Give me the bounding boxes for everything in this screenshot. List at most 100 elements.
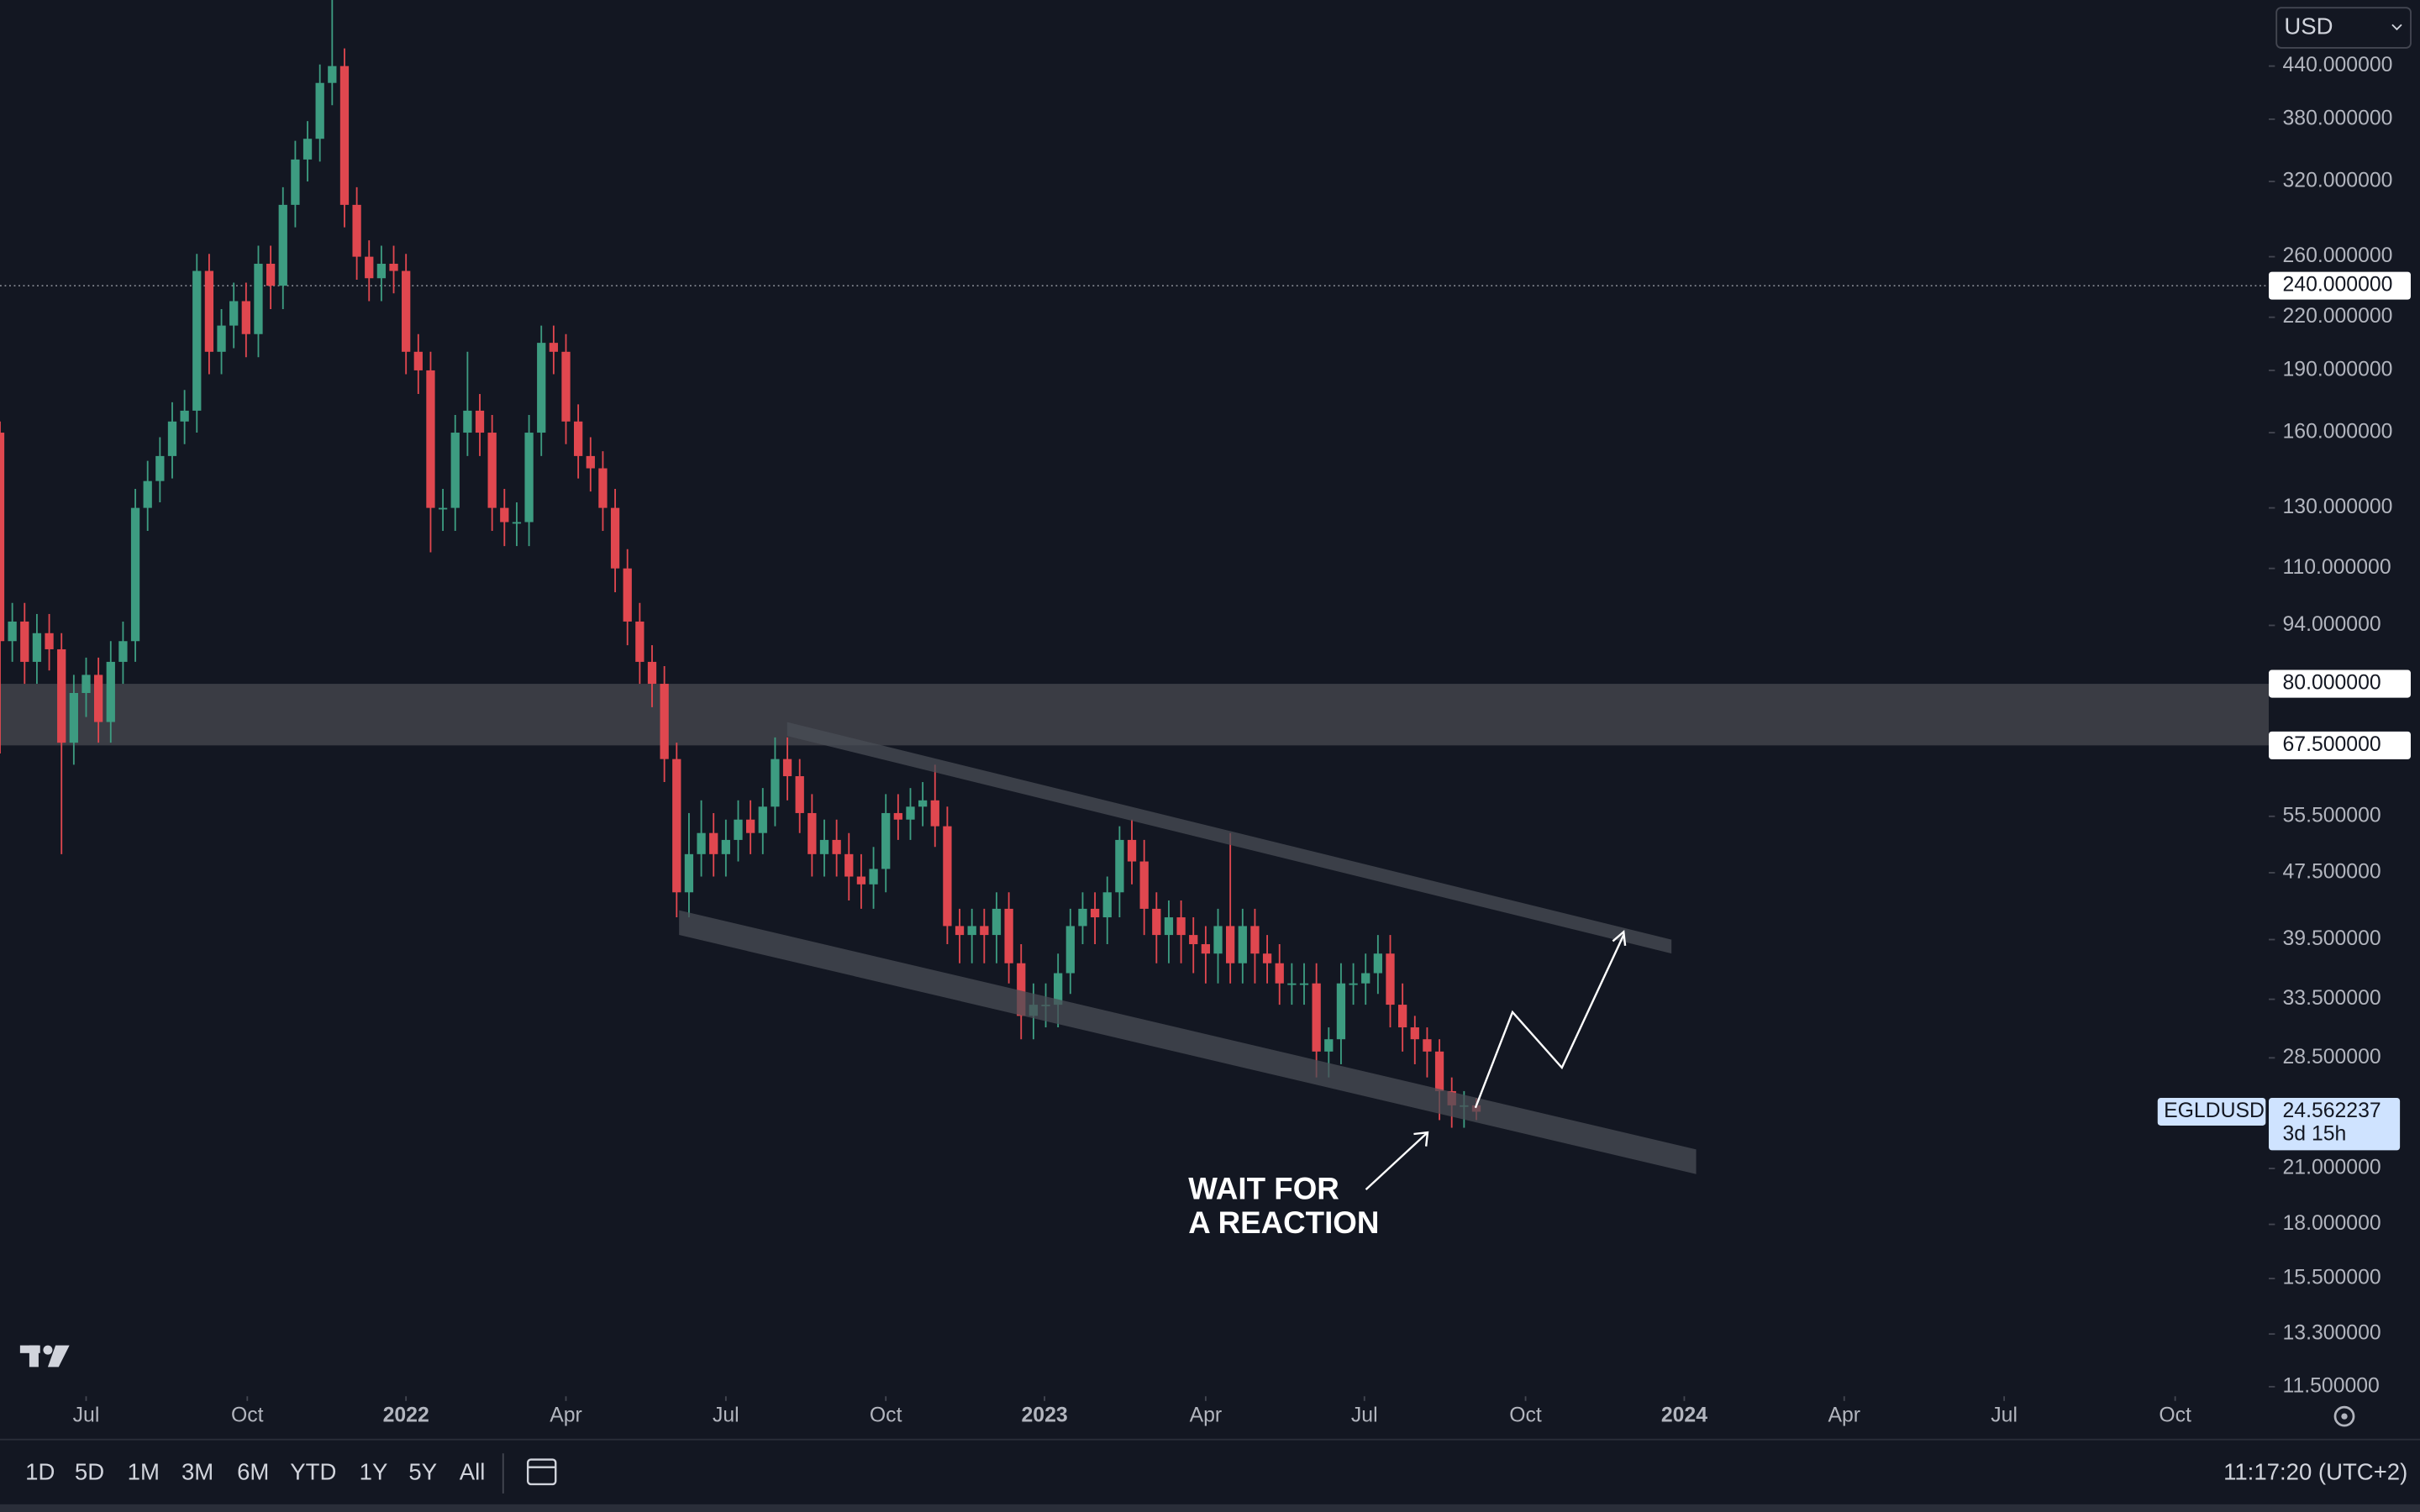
candle-body (426, 370, 435, 508)
candle-body (1336, 983, 1346, 1040)
y-tick-label: 28.500000 (2283, 1046, 2381, 1068)
date-range-icon[interactable] (526, 1458, 557, 1486)
x-tick-label: Apr (1190, 1404, 1223, 1427)
candle-body (376, 263, 387, 279)
logo-part (29, 1345, 39, 1368)
candle-body (438, 507, 448, 510)
candle-body (413, 351, 423, 370)
candle-body (819, 839, 829, 854)
price-line-label-box (2269, 271, 2411, 300)
candle-body (143, 480, 152, 508)
dropdown-caret (2391, 24, 2402, 31)
candle-body (1164, 917, 1174, 936)
candle-body (389, 263, 398, 271)
zone-bottom-label: 67.500000 (2283, 733, 2381, 756)
y-tick-label: 130.000000 (2283, 496, 2393, 518)
x-tick-label: 2022 (383, 1404, 429, 1427)
candle-body (167, 421, 177, 456)
last-price-box (2269, 1097, 2401, 1151)
symbol-label: EGLDUSD (2164, 1100, 2265, 1122)
candle-body (0, 433, 5, 642)
annotation-line: A REACTION (1188, 1205, 1379, 1240)
settings-icon-center (2341, 1413, 2348, 1420)
y-tick-label: 220.000000 (2283, 305, 2393, 328)
y-tick-label: 55.500000 (2283, 804, 2381, 827)
candle-body (574, 421, 583, 456)
candle-body (1004, 908, 1013, 963)
candle-body (1115, 839, 1124, 893)
range-button[interactable]: 3M (182, 1458, 213, 1484)
range-button[interactable]: 5D (75, 1458, 104, 1484)
annotation-line: WAIT FOR (1188, 1172, 1339, 1206)
candle-body (155, 455, 165, 481)
candle-body (1361, 973, 1370, 984)
y-tick-label: 160.000000 (2283, 421, 2393, 444)
candle-body (1213, 926, 1223, 954)
y-tick-label: 11.500000 (2283, 1374, 2380, 1397)
toolbar: 1D 5D 1M 3M 6M YTD 1Y 5Y All (25, 1458, 485, 1484)
currency[interactable]: USD (2284, 13, 2333, 39)
logo-part (43, 1345, 53, 1355)
candle-body (1139, 861, 1149, 909)
range-button[interactable]: 1M (128, 1458, 160, 1484)
x-tick-label: 2024 (1661, 1404, 1707, 1427)
candle-body (549, 343, 559, 352)
candle-body (315, 82, 324, 139)
support-zone (0, 684, 2269, 746)
y-tick-label: 21.000000 (2283, 1157, 2381, 1179)
range-button[interactable]: YTD (290, 1458, 336, 1484)
candle-body (69, 692, 78, 743)
candle-body (967, 926, 976, 936)
candle-body (697, 832, 706, 854)
candle-body (610, 507, 620, 569)
candle-body (475, 410, 485, 433)
candle-body (647, 661, 657, 685)
candle-body (1054, 973, 1063, 1005)
x-tick-label: 2023 (1022, 1404, 1068, 1427)
candle-body (204, 270, 214, 352)
channel (679, 722, 1697, 1190)
candle-body (1201, 944, 1211, 954)
candle-body (217, 325, 226, 352)
zone-bottom-label-box (2269, 731, 2411, 759)
candle-body (1275, 963, 1284, 984)
candle-body (118, 641, 128, 662)
y-tick-label: 190.000000 (2283, 358, 2393, 381)
x-tick-label: Jul (73, 1404, 100, 1427)
candle-body (1373, 953, 1383, 974)
candle-body (130, 507, 140, 642)
currency-dropdown[interactable]: USD (2275, 7, 2412, 49)
x-tick-label: Jul (1351, 1404, 1378, 1427)
clock: 11:17:20 (UTC+2) (2223, 1458, 2407, 1484)
candle-body (771, 759, 780, 807)
candle-body (1078, 908, 1087, 927)
range-button[interactable]: 5Y (408, 1458, 437, 1484)
channel-lower (679, 910, 1697, 1174)
calendar[interactable] (526, 1458, 557, 1486)
candle-body (82, 675, 91, 693)
range-button[interactable]: All (460, 1458, 486, 1484)
x-tick-label: Jul (713, 1404, 739, 1427)
pointer-arrowhead (1413, 1131, 1429, 1147)
channel-upper (786, 722, 1672, 954)
candle-body (1102, 892, 1112, 918)
candle-body (1017, 963, 1026, 1016)
candle-body (352, 204, 361, 257)
candle-body (709, 832, 718, 854)
y-tick-label: 39.500000 (2283, 927, 2381, 950)
range-button[interactable]: 1D (25, 1458, 55, 1484)
candle-body (180, 410, 189, 422)
countdown-label: 3d 15h (2283, 1123, 2347, 1146)
candle-body (45, 633, 54, 649)
candle-body (1226, 926, 1235, 963)
candle-body (241, 301, 250, 334)
settings-icon[interactable] (2333, 1405, 2355, 1427)
candle-body (524, 433, 534, 522)
y-tick-label: 18.000000 (2283, 1212, 2381, 1235)
range-button[interactable]: 1Y (360, 1458, 388, 1484)
dropdown-box[interactable] (2275, 7, 2412, 49)
range-button[interactable]: 6M (237, 1458, 269, 1484)
candle-body (93, 675, 103, 722)
candle-body (1287, 983, 1297, 985)
candle-body (1262, 953, 1272, 963)
